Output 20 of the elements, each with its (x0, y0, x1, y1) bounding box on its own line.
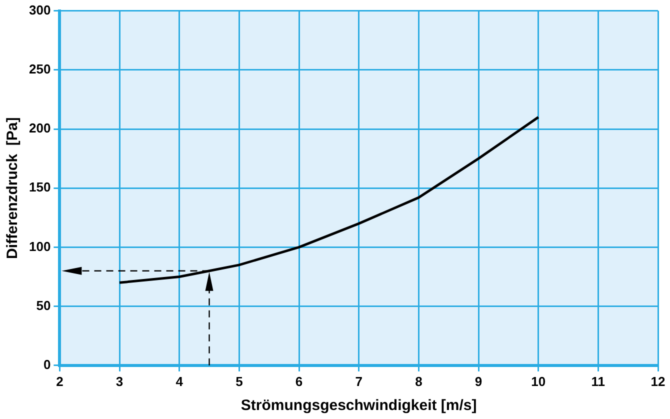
y-tick-label: 250 (28, 61, 51, 76)
y-tick-label: 200 (28, 120, 51, 136)
y-tick-label: 100 (28, 238, 51, 254)
y-tick-label: 50 (36, 298, 51, 313)
x-tick-label: 9 (474, 374, 482, 389)
y-tick-label: 150 (28, 180, 51, 195)
y-tick-label: 0 (43, 356, 51, 372)
x-tick-label: 10 (531, 374, 546, 389)
y-axis-title: Differenzdruck [Pa] (4, 117, 22, 259)
x-tick-label: 2 (56, 374, 64, 389)
x-axis-title: Strömungsgeschwindigkeit [m/s] (240, 397, 477, 414)
y-tick-label: 300 (28, 2, 51, 18)
x-tick-label: 3 (116, 374, 124, 389)
x-tick-label: 7 (355, 374, 362, 389)
x-tick-label: 12 (650, 374, 666, 389)
x-tick-label: 11 (591, 374, 606, 389)
x-tick-label: 4 (176, 374, 184, 389)
x-tick-label: 8 (415, 374, 422, 389)
x-tick-label: 5 (236, 374, 243, 389)
x-tick-label: 6 (295, 374, 303, 389)
